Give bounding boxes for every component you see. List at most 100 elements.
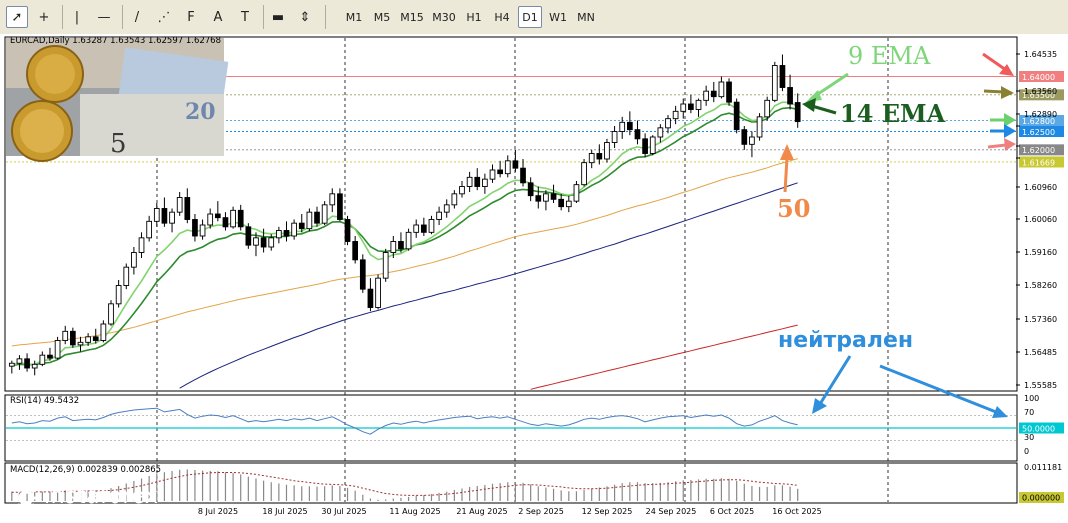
candle-body bbox=[634, 129, 641, 140]
price-tick-label: 1.56485 bbox=[1024, 348, 1057, 357]
macd-tick-label: 0.000000 bbox=[1022, 494, 1060, 503]
candle-body bbox=[352, 241, 359, 261]
candle-body bbox=[665, 118, 671, 129]
date-label: 30 Jul 2025 bbox=[321, 507, 366, 516]
horizontal-line-tool[interactable]: — bbox=[97, 9, 111, 25]
arrows-tool[interactable]: ⇕ bbox=[299, 9, 311, 25]
date-label: 11 Aug 2025 bbox=[389, 507, 440, 516]
candle-body bbox=[62, 330, 69, 341]
annotations: 9 EMA 14 EMA 50 нейтрален bbox=[777, 42, 1016, 418]
channel-tool[interactable]: ⋰ bbox=[157, 9, 171, 25]
candle-body bbox=[123, 266, 130, 286]
candle-body bbox=[344, 219, 351, 242]
fibonacci-tool[interactable]: F bbox=[187, 9, 195, 25]
macd-plot-frame bbox=[4, 462, 1018, 504]
ema14-annotation: 14 EMA bbox=[840, 99, 946, 128]
price-level-label: 1.64000 bbox=[1022, 73, 1055, 82]
vertical-line-tool[interactable]: | bbox=[74, 9, 80, 25]
candle-body bbox=[726, 81, 732, 103]
candle-body bbox=[733, 101, 740, 131]
candle-body bbox=[382, 252, 389, 279]
rsi-tick-label: 0 bbox=[1024, 447, 1029, 456]
candle-body bbox=[443, 204, 450, 213]
timeframe-m5[interactable]: M5 bbox=[373, 10, 391, 24]
candle-body bbox=[611, 131, 618, 143]
candle-body bbox=[420, 224, 427, 233]
candle-body bbox=[70, 330, 76, 346]
rsi-level-badge bbox=[1019, 422, 1064, 434]
cursor-tool[interactable]: ➚ bbox=[6, 6, 28, 28]
symbol-header: EURCAD,Daily 1.63287 1.63543 1.62597 1.6… bbox=[10, 36, 221, 46]
candle-body bbox=[649, 136, 656, 154]
price-tick-label: 1.55585 bbox=[1024, 381, 1057, 390]
candle-body bbox=[642, 138, 648, 154]
timeframe-w1[interactable]: W1 bbox=[549, 10, 567, 24]
candle-body bbox=[520, 167, 526, 184]
candles bbox=[8, 54, 801, 376]
candle-body bbox=[245, 226, 252, 246]
toolbar-separator bbox=[122, 5, 123, 29]
chart-area[interactable]: 1.64000 1.63500 1.62800 1.62500 1.62000 1.616… bbox=[0, 34, 1068, 523]
macd-label: MACD(12,26,9) 0.002839 0.002865 bbox=[10, 465, 161, 475]
candle-body bbox=[527, 182, 534, 197]
crosshair-tool[interactable]: + bbox=[38, 9, 50, 25]
candle-body bbox=[329, 193, 336, 206]
label-tool[interactable]: T bbox=[241, 9, 249, 25]
timeframe-m15[interactable]: M15 bbox=[400, 10, 424, 24]
candle-body bbox=[237, 209, 244, 228]
timeframe-h4[interactable]: H4 bbox=[494, 10, 510, 24]
candle-body bbox=[764, 99, 771, 118]
price-level-badge bbox=[1019, 89, 1064, 101]
candle-body bbox=[276, 230, 282, 239]
candle-body bbox=[367, 288, 374, 308]
ema14-arrowhead bbox=[802, 98, 816, 112]
candle-body bbox=[161, 208, 168, 224]
candle-body bbox=[192, 219, 198, 237]
rsi-tick-label: 70 bbox=[1024, 408, 1034, 417]
candle-body bbox=[794, 102, 801, 123]
text-tool[interactable]: A bbox=[213, 9, 223, 25]
date-label: 8 Jul 2025 bbox=[198, 507, 238, 516]
brand-watermark: instaforex Instant Forex Trading bbox=[12, 484, 158, 519]
candle-body bbox=[100, 323, 107, 341]
trendline-tool[interactable]: / bbox=[134, 9, 140, 25]
toolbar-separator bbox=[325, 5, 326, 29]
price-tick-label: 1.58260 bbox=[1024, 281, 1057, 290]
candle-body bbox=[24, 358, 30, 369]
candle-body bbox=[16, 358, 23, 364]
price-level-label: 1.61669 bbox=[1022, 158, 1055, 167]
candle-body bbox=[199, 224, 206, 237]
price-level-badge bbox=[1019, 126, 1064, 137]
timeframe-h1[interactable]: H1 bbox=[466, 10, 482, 24]
candle-body bbox=[85, 336, 91, 343]
instaforex-logo-icon bbox=[13, 485, 39, 511]
candle-body bbox=[77, 341, 84, 346]
price-axis: 1.64535 1.63560 1.62890 1.60960 1.60060 1.591… bbox=[1016, 50, 1057, 390]
price-level-label: 1.63500 bbox=[1022, 91, 1055, 100]
candle-body bbox=[749, 136, 755, 145]
candle-body bbox=[314, 211, 320, 224]
candle-body bbox=[176, 197, 183, 213]
svg-text:5: 5 bbox=[110, 129, 127, 159]
toolbar-separator bbox=[62, 5, 63, 29]
candle-body bbox=[787, 87, 793, 105]
timeframe-m1[interactable]: M1 bbox=[345, 10, 363, 24]
candle-body bbox=[482, 178, 488, 187]
candle-body bbox=[115, 285, 122, 305]
rectangle-tool[interactable]: ▬ bbox=[271, 9, 285, 25]
date-label: 6 Oct 2025 bbox=[710, 507, 754, 516]
candle-body bbox=[504, 160, 511, 175]
candle-body bbox=[543, 193, 549, 202]
timeframe-m30[interactable]: M30 bbox=[432, 10, 456, 24]
candle-body bbox=[31, 363, 38, 369]
ma50-arrowhead bbox=[780, 144, 794, 160]
timeframe-mn[interactable]: MN bbox=[577, 10, 595, 24]
candle-body bbox=[405, 231, 412, 250]
macd-zero-badge bbox=[1019, 492, 1064, 503]
candle-body bbox=[359, 259, 366, 290]
price-tick-label: 1.57360 bbox=[1024, 315, 1057, 324]
candle-body bbox=[459, 186, 465, 195]
timeframe-d1[interactable]: D1 bbox=[518, 6, 542, 28]
candle-body bbox=[474, 176, 481, 187]
candle-body bbox=[779, 65, 786, 88]
